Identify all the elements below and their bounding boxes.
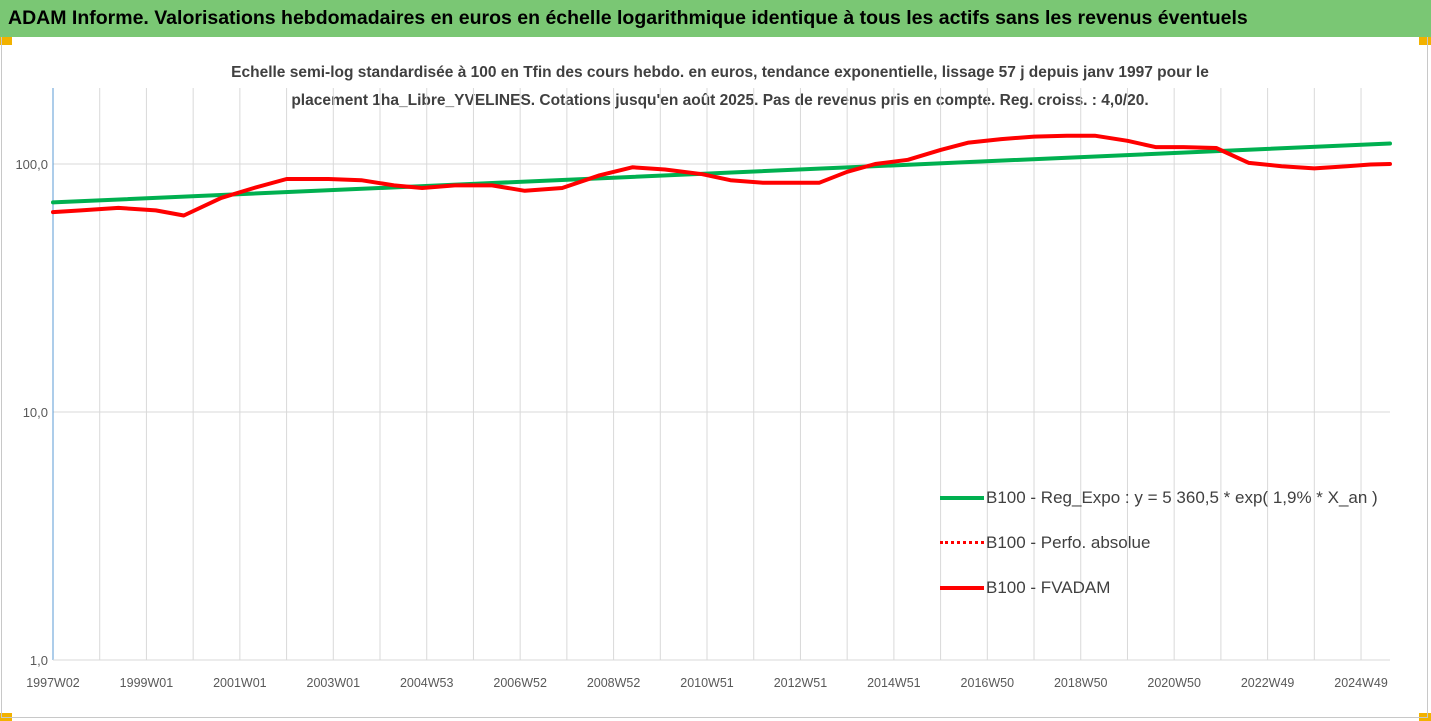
chart-title-line1: Echelle semi-log standardisée à 100 en T… [231,64,1209,81]
legend-label-perfo-absolue: B100 - Perfo. absolue [986,532,1151,552]
legend-swatch-reg-expo [940,495,984,500]
report-banner-title: ADAM Informe. Valorisations hebdomadaire… [0,0,1431,37]
x-tick-label: 2024W49 [1334,676,1388,690]
x-tick-label: 2016W50 [961,676,1015,690]
legend-item-fvadam: B100 - FVADAM [940,565,1380,610]
x-tick-label: 1999W01 [120,676,174,690]
x-tick-label: 2012W51 [774,676,828,690]
x-tick-label: 2020W50 [1147,676,1201,690]
legend-item-reg-expo: B100 - Reg_Expo : y = 5 360,5 * exp( 1,9… [940,475,1380,520]
y-tick-label: 10,0 [23,405,48,420]
legend-label-fvadam: B100 - FVADAM [986,577,1111,597]
banner-corner-right [1419,37,1431,45]
x-tick-label: 2006W52 [493,676,547,690]
chart-legend: B100 - Reg_Expo : y = 5 360,5 * exp( 1,9… [940,475,1380,610]
chart-title-line2: placement 1ha_Libre_YVELINES. Cotations … [291,92,1149,109]
x-tick-label: 2018W50 [1054,676,1108,690]
x-tick-label: 2004W53 [400,676,454,690]
x-tick-label: 2014W51 [867,676,921,690]
y-tick-label: 1,0 [30,653,48,668]
legend-swatch-fvadam [940,585,984,590]
legend-item-perfo-absolue: B100 - Perfo. absolue [940,520,1380,565]
x-tick-label: 2008W52 [587,676,641,690]
x-tick-label: 2010W51 [680,676,734,690]
x-tick-label: 2001W01 [213,676,267,690]
x-tick-label: 2003W01 [307,676,361,690]
legend-swatch-perfo-absolue [940,541,984,544]
x-tick-label: 2022W49 [1241,676,1295,690]
y-tick-label: 100,0 [15,157,48,172]
x-tick-label: 1997W02 [26,676,80,690]
legend-label-reg-expo: B100 - Reg_Expo : y = 5 360,5 * exp( 1,9… [986,487,1378,507]
series-line-reg-expo [51,141,1392,205]
banner-corner-left [0,37,12,45]
series-line-fvadam [51,133,1392,218]
